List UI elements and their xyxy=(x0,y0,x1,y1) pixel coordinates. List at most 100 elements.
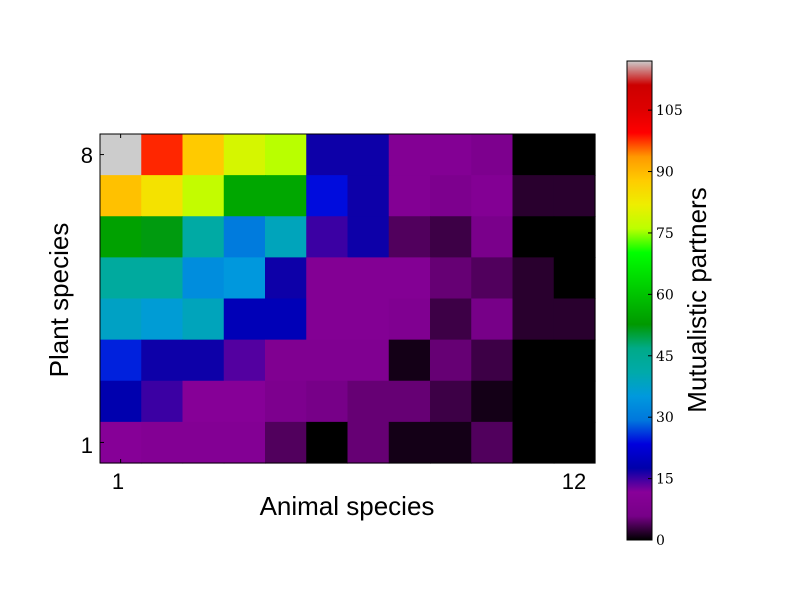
heatmap-cell xyxy=(553,421,596,464)
colorbar-tick-label: 30 xyxy=(656,410,674,426)
heatmap-cell xyxy=(100,134,142,176)
heatmap-cell xyxy=(100,257,142,300)
heatmap-cell xyxy=(512,380,555,423)
heatmap-cell xyxy=(430,257,472,300)
heatmap-cell xyxy=(388,175,431,217)
colorbar-tick-label: 15 xyxy=(656,472,674,488)
heatmap-cell xyxy=(471,339,514,382)
heatmap-cell xyxy=(100,421,142,464)
heatmap-cell xyxy=(223,298,266,341)
heatmap-cell xyxy=(512,134,555,176)
heatmap-cell xyxy=(141,257,184,300)
heatmap-cell xyxy=(471,421,514,464)
heatmap-cell xyxy=(223,421,266,464)
heatmap-cell xyxy=(306,298,349,341)
heatmap-cell xyxy=(265,421,307,464)
heatmap-cell xyxy=(553,298,596,341)
heatmap-cell xyxy=(306,216,349,258)
heatmap-cell xyxy=(265,380,307,423)
heatmap-cell xyxy=(512,175,555,217)
heatmap-cell xyxy=(265,339,307,382)
heatmap-cell xyxy=(306,380,349,423)
heatmap-cell xyxy=(223,380,266,423)
heatmap-cell xyxy=(388,339,431,382)
heatmap-cell xyxy=(471,175,514,217)
heatmap-cell xyxy=(553,257,596,300)
heatmap-cell xyxy=(347,175,390,217)
heatmap-cell xyxy=(182,298,225,341)
heatmap-cell xyxy=(388,298,431,341)
heatmap-cell xyxy=(100,339,142,382)
heatmap-cell xyxy=(512,298,555,341)
heatmap-cell xyxy=(306,134,349,176)
heatmap-cell xyxy=(430,339,472,382)
heatmap-cell xyxy=(141,216,184,258)
colorbar-tick-label: 105 xyxy=(656,103,683,119)
heatmap-cell xyxy=(306,257,349,300)
heatmap-cell xyxy=(347,421,390,464)
heatmap-cell xyxy=(265,134,307,176)
heatmap-cell xyxy=(182,216,225,258)
heatmap-cell xyxy=(430,380,472,423)
heatmap-cell xyxy=(553,134,596,176)
heatmap-cell xyxy=(388,380,431,423)
heatmap-cell xyxy=(182,421,225,464)
heatmap-cell xyxy=(471,257,514,300)
heatmap-cell xyxy=(141,298,184,341)
heatmap-cell xyxy=(430,175,472,217)
colorbar-ticks: 0 15 30 45 60 75 90 105 xyxy=(648,103,683,549)
heatmap-cell xyxy=(347,257,390,300)
heatmap-cell xyxy=(141,175,184,217)
heatmap-cell xyxy=(430,134,472,176)
heatmap-ticks xyxy=(100,134,595,463)
heatmap-cell xyxy=(141,134,184,176)
heatmap-cell xyxy=(512,257,555,300)
heatmap-cell xyxy=(388,421,431,464)
y-tick-label-top: 8 xyxy=(81,143,93,168)
heatmap-cell xyxy=(347,339,390,382)
x-tick-label-last: 12 xyxy=(562,469,586,494)
colorbar-tick-label: 45 xyxy=(656,349,674,365)
heatmap-cell xyxy=(347,134,390,176)
heatmap-cell xyxy=(347,216,390,258)
heatmap-cell xyxy=(347,298,390,341)
heatmap-cell xyxy=(471,134,514,176)
heatmap-frame xyxy=(99,133,596,464)
heatmap-cell xyxy=(553,339,596,382)
heatmap-cell xyxy=(430,298,472,341)
heatmap-cell xyxy=(430,216,472,258)
heatmap-cell xyxy=(388,257,431,300)
heatmap-cell xyxy=(223,134,266,176)
heatmap-cell xyxy=(553,175,596,217)
heatmap-cell xyxy=(306,175,349,217)
heatmap-cell xyxy=(100,298,142,341)
heatmap-cell xyxy=(265,298,307,341)
colorbar xyxy=(626,60,653,541)
heatmap-cell xyxy=(141,421,184,464)
heatmap-cell xyxy=(388,134,431,176)
heatmap-cell xyxy=(182,380,225,423)
heatmap-cell xyxy=(512,216,555,258)
heatmap-cell xyxy=(141,380,184,423)
heatmap-cell xyxy=(471,298,514,341)
x-tick-label-first: 1 xyxy=(112,469,124,494)
y-tick-label-bottom: 1 xyxy=(81,433,93,458)
colorbar-tick-label: 60 xyxy=(656,287,674,303)
heatmap-cell xyxy=(265,257,307,300)
heatmap-cell xyxy=(306,421,349,464)
heatmap-cell xyxy=(223,339,266,382)
heatmap-cell xyxy=(100,175,142,217)
heatmap-cell xyxy=(553,380,596,423)
y-axis-label: Plant species xyxy=(44,223,74,378)
colorbar-label: Mutualistic partners xyxy=(682,187,712,412)
heatmap-cell xyxy=(388,216,431,258)
colorbar-tick-label: 75 xyxy=(656,226,674,242)
heatmap-cell xyxy=(182,175,225,217)
heatmap-cell xyxy=(100,380,142,423)
heatmap-cell xyxy=(182,134,225,176)
heatmap-cell xyxy=(430,421,472,464)
colorbar-tick-label: 90 xyxy=(656,165,674,181)
heatmap-cells xyxy=(100,134,596,464)
heatmap-cell xyxy=(265,216,307,258)
